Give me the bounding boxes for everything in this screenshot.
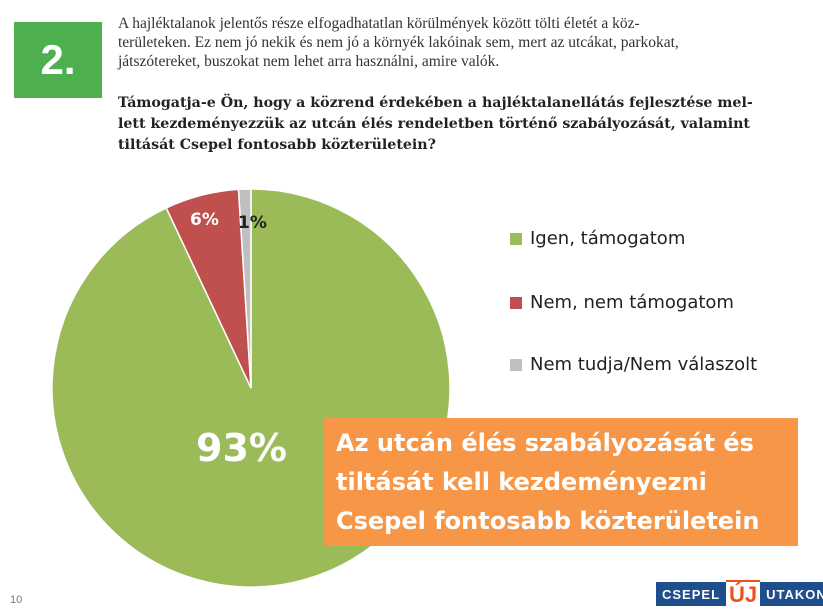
logo-text-right: UTAKON (760, 582, 823, 606)
logo-text-left: CSEPEL (656, 582, 727, 606)
intro-text: A hajléktalanok jelentős része elfogadha… (118, 14, 778, 71)
callout-box: Az utcán élés szabályozását és tiltását … (324, 418, 798, 546)
logo-text-mid: ÚJ (726, 580, 761, 608)
legend-label-unknown: Nem tudja/Nem válaszolt (530, 354, 758, 375)
csepel-uj-utakon-logo: CSEPEL ÚJ UTAKON (656, 580, 823, 608)
question-line: tiltását Csepel fontosabb közterületein? (118, 137, 436, 153)
question-line: lett kezdeményezzük az utcán élés rendel… (118, 116, 750, 132)
question-line: Támogatja-e Ön, hogy a közrend érdekében… (118, 95, 753, 111)
pie-slice-unknown (237, 188, 252, 389)
legend-swatch-yes (510, 232, 522, 245)
legend-swatch-unknown (510, 358, 522, 371)
question-number: 2. (40, 36, 76, 83)
question-text: Támogatja-e Ön, hogy a közrend érdekében… (118, 93, 778, 156)
slice-label-yes: 93% (196, 426, 287, 470)
legend-item-yes: Igen, támogatom (510, 228, 685, 249)
intro-line: A hajléktalanok jelentős része elfogadha… (118, 15, 640, 32)
legend-label-yes: Igen, támogatom (530, 228, 686, 249)
intro-line: területeken. Ez nem jó nekik és nem jó a… (118, 34, 679, 51)
callout-line: tiltását kell kezdeményezni (336, 468, 707, 496)
callout-line: Az utcán élés szabályozását és (336, 429, 754, 457)
slice-label-unknown: 1% (238, 213, 267, 233)
slice-label-no: 6% (190, 210, 219, 230)
intro-line: játszótereket, buszokat nem lehet arra h… (118, 53, 500, 70)
legend-item-unknown: Nem tudja/Nem válaszolt (510, 354, 757, 375)
legend-label-no: Nem, nem támogatom (530, 292, 734, 313)
page-number: 10 (10, 594, 23, 606)
question-number-badge: 2. (14, 22, 102, 98)
legend-item-no: Nem, nem támogatom (510, 292, 734, 313)
legend-swatch-no (510, 296, 522, 309)
callout-line: Csepel fontosabb közterületein (336, 507, 760, 535)
